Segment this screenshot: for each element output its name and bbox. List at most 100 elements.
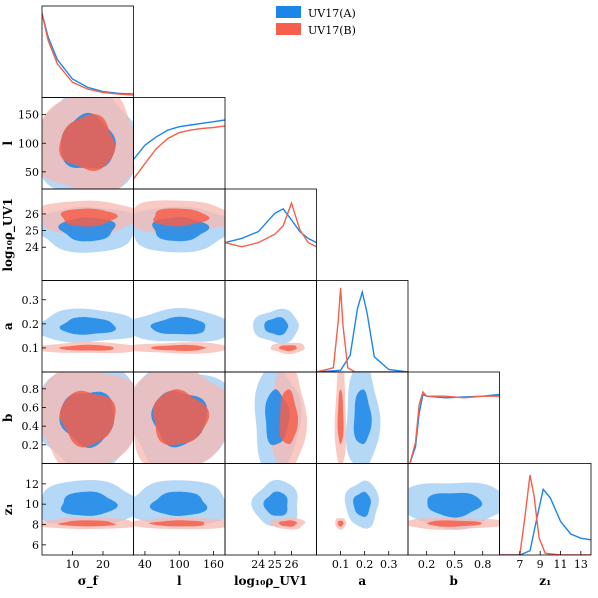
panel-body [42,308,134,354]
x-axis-label-b: b [450,574,458,588]
panel-z1-a: 0.1 0.2 0.3 [316,463,409,571]
y-axis-label-a: a [1,322,15,330]
contour-inner-uv17-b-log10-uv1-l [153,208,210,227]
x-tick-label: 26 [285,558,299,571]
y-tick-label: 0.3 [22,294,40,307]
panel-frame [41,5,134,98]
contour-inner-uv17-a-a-l [150,316,206,335]
x-tick-label: 0.2 [418,558,436,571]
x-tick-label: 100 [169,558,190,571]
y-tick-label: 100 [18,137,39,150]
y-tick-label: 0.2 [22,439,40,452]
panel-frame [499,463,592,556]
y-tick-label: 0.1 [22,342,40,355]
x-axis-label-a: a [358,574,366,588]
y-tick-label: 0.8 [22,383,40,396]
panel-log10-uv1-log10-uv1 [224,188,317,281]
panel-b-a [316,371,409,464]
y-tick-label: 25 [25,225,39,238]
x-tick-label: 24 [251,558,265,571]
legend-label-uv17a: UV17(A) [308,7,356,20]
panel-body [225,200,317,248]
x-tick-label: 0.3 [380,558,398,571]
y-axis-label-b: b [1,414,15,422]
panel-z1-z1: 7 9 11 13 [499,463,592,571]
x-axis-label-f: σ_f [78,574,99,589]
panels-layer: 501001502425260.10.20.30.20.40.60.868101… [1,5,592,589]
y-tick-label: 150 [18,109,39,122]
contour-inner-uv17-a-a-f [59,316,117,335]
contour-inner-uv17-a-z1-f [60,491,118,516]
panel-l-f: 50 100 150 [18,97,134,190]
contour-inner-uv17-a-z1-log10-uv1 [263,491,288,516]
x-tick-label: 13 [574,558,588,571]
contour-inner-uv17-a-z1-l [149,491,208,516]
panel-body [42,97,134,189]
x-tick-label: 11 [554,558,568,571]
marginal-line-uv17-b-z1 [499,474,591,555]
panel-z1-f: 6 8 10 12 10 20 [25,463,134,571]
panel-b-b [407,371,500,464]
panel-b-f: 0.2 0.4 0.6 0.8 [22,371,134,464]
marginal-line-uv17-a-log10-uv1 [225,208,317,244]
y-tick-label: 0.6 [22,401,40,414]
y-axis-label-l: l [1,141,15,146]
y-tick-label: 0.2 [22,318,40,331]
y-tick-label: 0.4 [22,420,40,433]
panel-body [409,390,500,464]
panel-frame [407,371,500,464]
panel-z1-l: 40 100 160 [133,463,226,571]
panel-a-l [133,280,226,373]
y-tick-label: 50 [25,166,39,179]
panel-z1-b: 0.2 0.5 0.8 [407,463,500,571]
contour-inner-uv17-b-b-log10-uv1 [279,389,298,445]
x-tick-label: 10 [66,558,80,571]
panel-body [42,200,134,253]
marginal-line-uv17-b-log10-uv1 [225,200,317,248]
panel-body [253,308,305,355]
panel-body [42,372,134,464]
panel-body [335,480,379,530]
marginal-line-uv17-b-b [409,390,500,464]
panel-body [133,119,225,180]
panel-f-f [41,5,134,98]
marginal-line-uv17-b-f [42,13,134,96]
contour-inner-uv17-b-log10-uv1-f [60,208,118,227]
panel-body [133,200,225,253]
panel-body [133,308,225,354]
legend-swatch-uv17a [276,6,301,18]
contour-inner-uv17-a-b-a [353,389,372,445]
y-tick-label: 6 [32,539,39,552]
y-tick-label: 8 [32,519,39,532]
contour-inner-uv17-b-z1-log10-uv1 [278,520,298,527]
legend-swatch-uv17b [276,23,301,35]
contour-inner-uv17-b-l-f [59,114,116,171]
contour-inner-uv17-b-z1-b [427,520,482,527]
x-tick-label: 0.8 [474,558,492,571]
panel-body [133,372,225,464]
legend-label-uv17b: UV17(B) [308,24,356,37]
contour-inner-uv17-b-a-l [151,344,206,351]
panel-body [334,372,381,464]
panel-body [254,372,307,464]
contour-inner-uv17-b-b-a [337,389,344,445]
legend: UV17(A) UV17(B) [276,6,356,37]
panel-a-f: 0.1 0.2 0.3 [22,280,134,373]
marginal-line-uv17-a-z1 [499,487,591,555]
panel-z1-log10-uv1: 24 25 26 [224,463,317,571]
x-tick-label: 25 [268,558,282,571]
marginal-line-uv17-a-b [409,393,500,464]
marginal-line-uv17-a-f [42,13,134,95]
x-tick-label: 0.1 [332,558,350,571]
marginal-line-uv17-b-l [133,125,225,180]
y-axis-label-z1: z₁ [1,503,15,515]
contour-inner-uv17-b-a-f [59,344,114,351]
panel-log10-uv1-l [133,188,226,281]
panel-a-log10-uv1 [224,280,317,373]
y-tick-label: 10 [25,498,39,511]
contour-inner-uv17-b-a-log10-uv1 [278,345,297,352]
panel-body [316,287,408,372]
x-tick-label: 160 [203,558,224,571]
contour-inner-uv17-b-z1-l [149,520,205,527]
